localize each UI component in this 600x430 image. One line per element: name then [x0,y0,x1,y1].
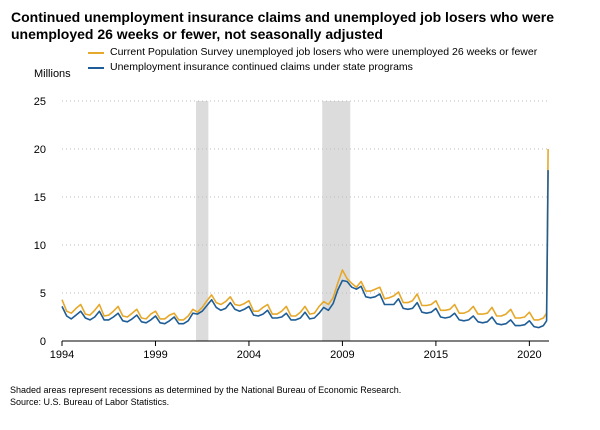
series-line-cps-job-losers [61,148,549,321]
legend-item-cps: Current Population Survey unemployed job… [88,45,537,60]
legend: Current Population Survey unemployed job… [88,45,537,75]
legend-swatch-cps [88,52,104,54]
legend-swatch-ui [88,67,104,69]
y-tick-label-5: 5 [40,288,46,300]
y-tick-label-10: 10 [34,240,46,252]
recession-band-0 [196,101,209,341]
series-line-ui-continued-claims [61,170,549,329]
y-tick-label-15: 15 [34,192,46,204]
x-tick-label-1999: 1999 [143,349,167,361]
x-tick-label-2004: 2004 [237,349,261,361]
footnotes: Shaded areas represent recessions as det… [10,384,401,408]
source-note: Source: U.S. Bureau of Labor Statistics. [10,397,170,407]
x-tick-label-2015: 2015 [424,349,448,361]
legend-label-cps: Current Population Survey unemployed job… [110,46,538,58]
y-tick-label-0: 0 [40,336,46,348]
y-tick-label-20: 20 [34,144,46,156]
x-tick-label-2020: 2020 [517,349,541,361]
recession-note: Shaded areas represent recessions as det… [10,385,402,395]
recession-band-1 [322,101,351,341]
chart-title: Continued unemployment insurance claims … [11,9,554,42]
legend-item-ui: Unemployment insurance continued claims … [88,60,537,75]
x-tick-label-1994: 1994 [50,349,74,361]
x-tick-label-2009: 2009 [330,349,354,361]
y-tick-label-25: 25 [34,96,46,108]
legend-label-ui: Unemployment insurance continued claims … [110,61,413,73]
y-axis-unit-label: Millions [34,68,71,80]
